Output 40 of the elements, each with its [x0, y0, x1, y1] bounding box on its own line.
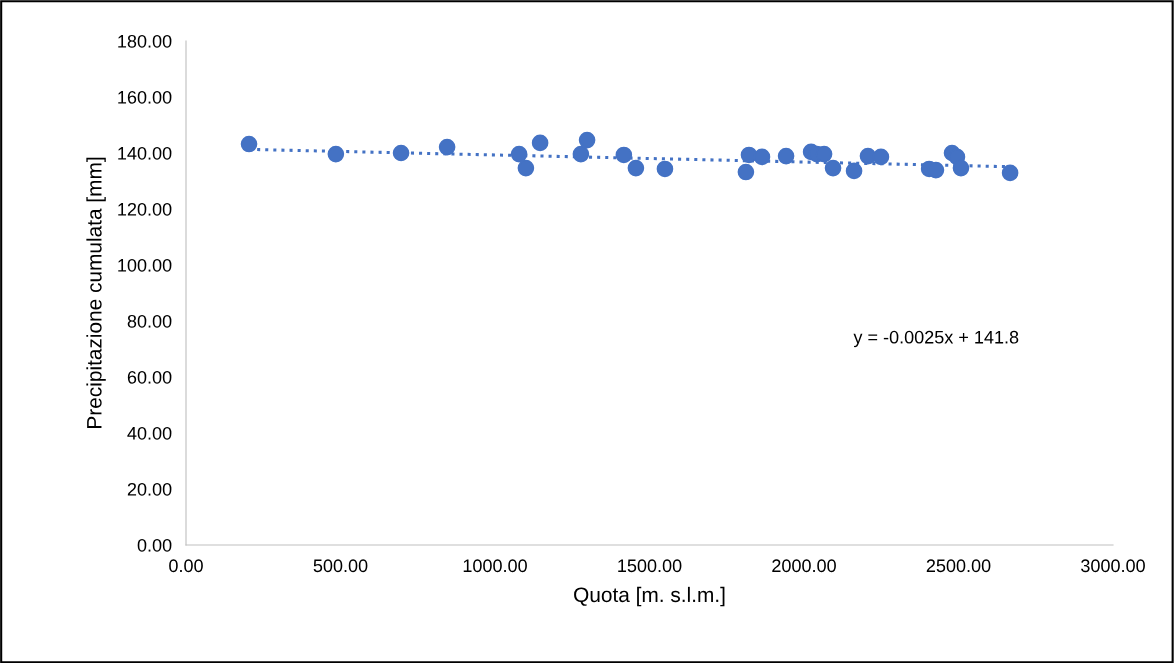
y-tick-label: 100.00	[118, 258, 172, 272]
y-tick-label: 160.00	[118, 90, 172, 104]
point	[392, 144, 410, 162]
point	[753, 148, 771, 166]
point	[510, 145, 528, 163]
point	[1001, 164, 1019, 182]
y-tick-label: 0.00	[137, 538, 172, 552]
x-tick-label: 2500.00	[926, 559, 991, 573]
point	[824, 159, 842, 177]
y-tick-label: 20.00	[127, 482, 172, 496]
y-tick-label: 140.00	[118, 146, 172, 160]
y-tick-label: 120.00	[118, 202, 172, 216]
x-tick-label: 3000.00	[1081, 559, 1145, 573]
x-tick-label: 500.00	[313, 559, 368, 573]
point	[517, 159, 535, 177]
x-axis-title: Quota [m. s.l.m.]	[574, 586, 725, 607]
point	[952, 159, 970, 177]
x-tick-label: 1000.00	[463, 559, 527, 573]
point	[737, 163, 755, 181]
point	[572, 145, 590, 163]
y-tick-label: 80.00	[127, 314, 172, 328]
y-tick-label: 180.00	[118, 34, 172, 48]
y-axis-title: Precipitazione cumulata [mm]	[86, 157, 106, 428]
point	[438, 138, 456, 156]
point	[872, 148, 890, 166]
point	[531, 134, 549, 152]
annotation: y = -0.0025x + 141.8	[853, 330, 1019, 348]
x-tick-label: 1500.00	[618, 559, 682, 573]
point	[615, 146, 633, 164]
x-tick-label: 2000.00	[772, 559, 836, 573]
point	[656, 160, 674, 178]
point	[578, 131, 596, 149]
point	[240, 135, 258, 153]
y-tick-label: 40.00	[127, 426, 172, 440]
y-tick-label: 60.00	[127, 370, 172, 384]
point	[627, 159, 645, 177]
point	[777, 147, 795, 165]
point	[327, 145, 345, 163]
point	[845, 162, 863, 180]
x-tick-label: 0.00	[169, 559, 203, 573]
